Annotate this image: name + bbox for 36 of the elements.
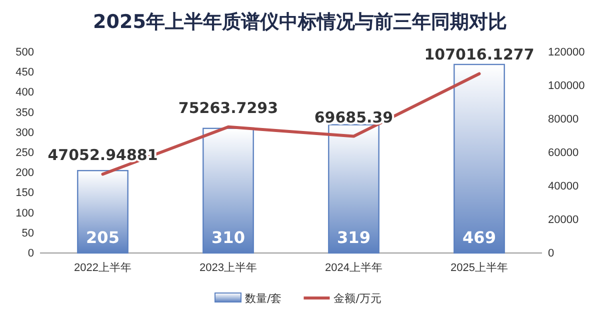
y-tick-label: 400	[16, 86, 34, 99]
x-tick-label: 2025上半年	[450, 260, 508, 274]
bar	[328, 124, 380, 254]
bar	[454, 64, 505, 254]
data-label: 69685.39	[314, 108, 394, 126]
y-tick-label: 50	[22, 227, 34, 240]
y2-tick-label: 100000	[548, 80, 585, 92]
y2-tick-label: 0	[548, 248, 554, 260]
y-tick-label: 500	[16, 46, 34, 59]
y-tick-label: 100	[16, 207, 34, 220]
y-tick-label: 150	[16, 187, 34, 200]
y2-tick-label: 120000	[548, 46, 585, 59]
data-label: 469	[462, 228, 496, 247]
data-label: 75263.7293	[178, 98, 278, 117]
y-tick-label: 350	[16, 106, 34, 119]
y2-tick-label: 60000	[548, 147, 579, 160]
x-tick-label: 2023上半年	[200, 260, 257, 274]
bar	[202, 128, 254, 254]
y-tick-label: 250	[16, 147, 34, 160]
y-tick-label: 450	[16, 66, 34, 79]
data-label: 319	[337, 228, 370, 247]
y-tick-label: 0	[28, 248, 34, 260]
data-label: 107016.1277	[424, 46, 534, 64]
y2-tick-label: 20000	[548, 214, 579, 226]
bar	[77, 170, 128, 254]
y2-tick-label: 40000	[548, 180, 579, 193]
legend-label: 金额/万元	[334, 292, 382, 305]
chart-title: 2025年上半年质谱仪中标情况与前三年同期对比	[93, 11, 507, 33]
y-tick-label: 300	[16, 126, 34, 139]
y2-tick-label: 80000	[548, 114, 579, 126]
y-tick-label: 200	[16, 167, 34, 180]
data-label: 205	[86, 228, 120, 247]
x-tick-label: 2024上半年	[325, 260, 382, 274]
x-tick-label: 2022上半年	[74, 260, 132, 274]
data-label: 310	[212, 228, 245, 247]
legend-label: 数量/套	[245, 292, 282, 305]
